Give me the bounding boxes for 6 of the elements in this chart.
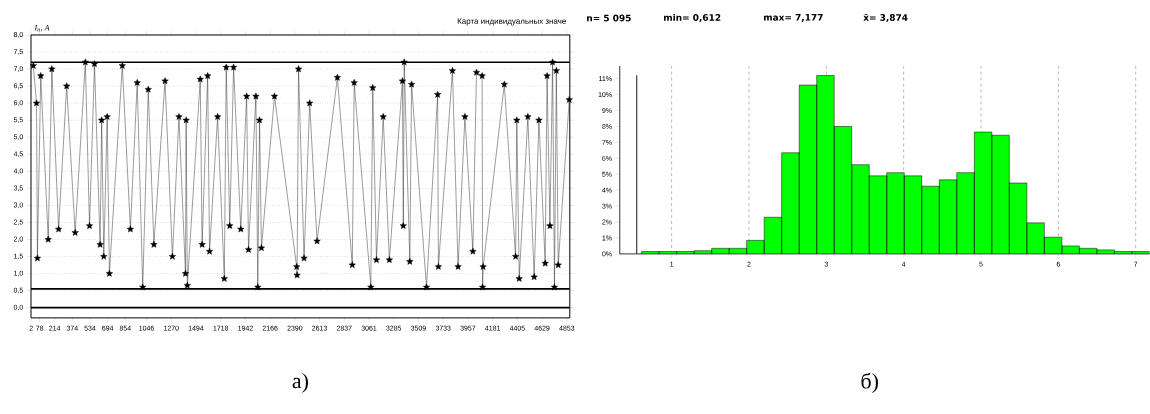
text: min= 0,612	[664, 14, 721, 23]
text: n= 5 095	[587, 14, 631, 22]
text: max= 7,177	[764, 14, 823, 22]
text: x̄= 3,874	[863, 14, 908, 23]
text: а)	[292, 373, 308, 393]
text: б)	[861, 372, 878, 394]
